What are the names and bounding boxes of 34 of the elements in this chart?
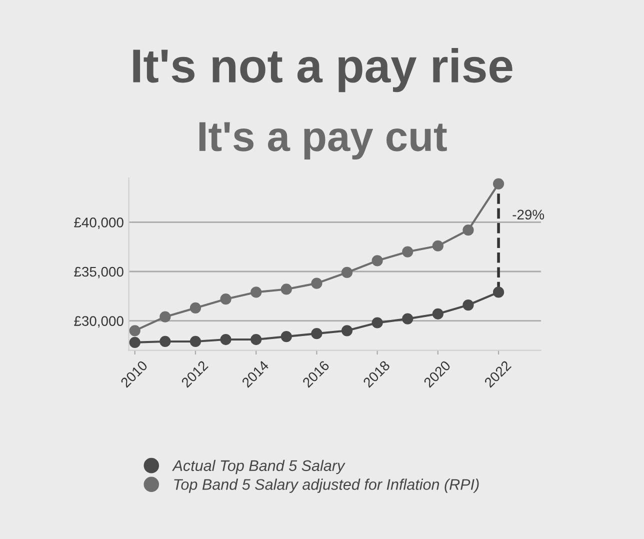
annotation: -29% [512,210,544,220]
point [402,313,414,324]
y-tick-label: £40,000 [74,218,124,230]
point [311,278,322,289]
point [160,311,171,322]
point [372,255,383,266]
point [129,325,140,336]
y-tick-label: £30,000 [74,316,124,328]
point [462,224,474,236]
chart-subtitle: It's a pay cut [199,122,447,160]
point [432,240,444,252]
point [341,325,353,336]
point [372,317,383,328]
point [190,302,202,314]
legend-label: Actual Top Band 5 Salary [172,460,346,474]
point [492,178,504,190]
point [280,330,292,342]
point [341,266,353,278]
point [402,246,414,258]
y-tick-label: £35,000 [74,266,124,278]
point [462,299,474,311]
point [220,294,232,305]
point [432,308,444,320]
point [160,336,171,348]
point [129,336,140,348]
point [280,284,292,295]
point [311,328,322,340]
point [250,286,262,298]
chart-title: It's not a pay rise [133,48,512,92]
point [250,334,262,346]
point [492,286,504,298]
point [190,336,202,348]
point [220,334,232,346]
legend-label: Top Band 5 Salary adjusted for Inflation (RPI) [174,478,479,493]
